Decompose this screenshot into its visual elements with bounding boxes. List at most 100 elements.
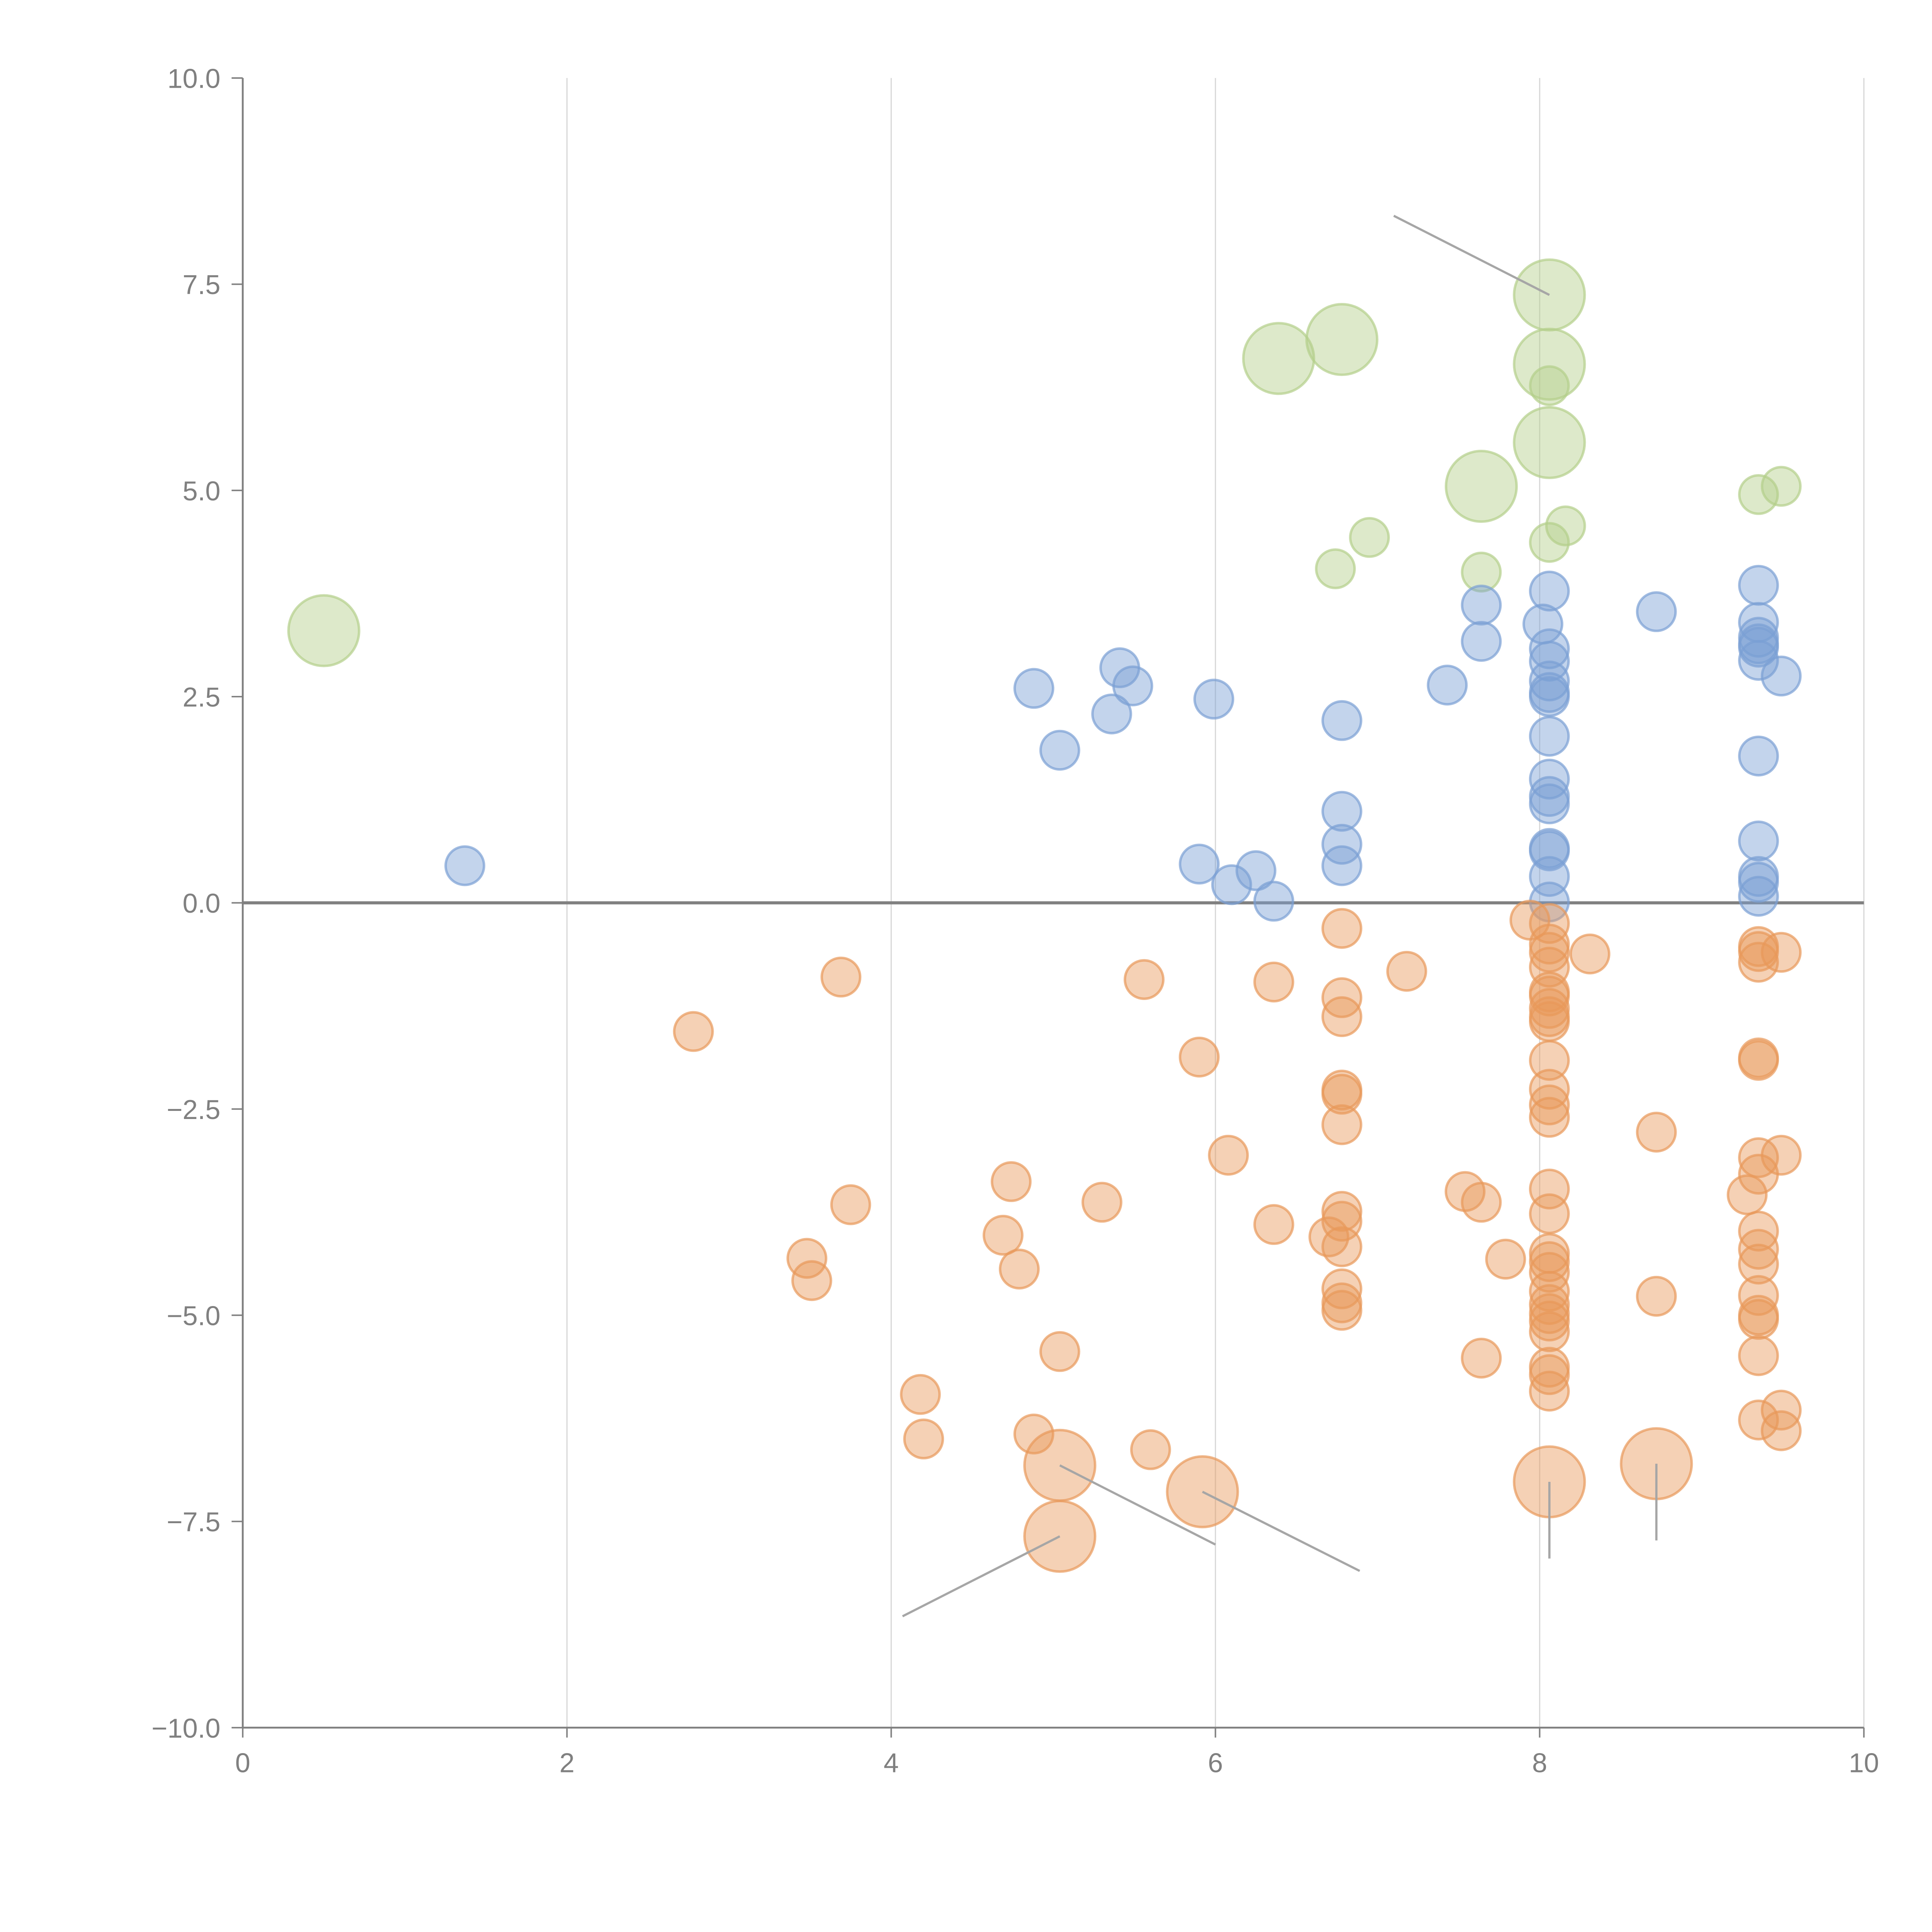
data-point-orange (1760, 1389, 1802, 1431)
data-point-blue (1091, 693, 1132, 735)
data-point-orange (1738, 1243, 1779, 1285)
data-point-orange (1738, 942, 1779, 983)
data-point-orange (1321, 908, 1362, 949)
data-point-blue (1253, 881, 1294, 922)
data-point-orange (1529, 903, 1570, 944)
data-point-green (1513, 406, 1586, 479)
data-point-blue (1529, 676, 1570, 717)
x-axis-ticks: 0 2 4 6 8 10 (235, 1728, 1879, 1778)
data-point-blue (1193, 679, 1235, 720)
data-point-blue (1211, 864, 1252, 905)
data-point-orange (1485, 1238, 1526, 1280)
data-point-orange (1130, 1429, 1171, 1470)
data-point-blue (1427, 665, 1468, 706)
data-point-green (1305, 303, 1379, 376)
data-point-orange (998, 1248, 1040, 1290)
data-point-orange (1321, 1290, 1362, 1331)
x-tick-label: 10 (1849, 1748, 1879, 1778)
data-point-orange (1738, 1400, 1779, 1440)
data-point-orange (1760, 932, 1802, 973)
data-point-orange (1253, 1204, 1294, 1245)
data-point-green (1513, 258, 1586, 332)
data-point-blue (1461, 621, 1502, 662)
y-tick-label: 2.5 (182, 682, 220, 713)
data-point-orange (1529, 947, 1570, 988)
data-point-blue (1321, 700, 1362, 741)
y-tick-label: 5.0 (182, 476, 220, 506)
data-point-blue (1738, 626, 1779, 668)
data-point-orange (1529, 1241, 1570, 1282)
leader-line (1393, 214, 1550, 296)
data-point-blue (1738, 640, 1779, 681)
data-point-orange (1529, 1040, 1570, 1081)
y-axis-ticks: 10.0 7.5 5.0 2.5 0.0 −2.5 −5.0 −7.5 −10.0 (151, 63, 243, 1743)
data-point-orange (900, 1374, 941, 1415)
data-points (287, 258, 1802, 1573)
data-point-orange (1738, 1299, 1779, 1340)
data-point-green (1315, 548, 1356, 589)
data-point-orange (1636, 1276, 1677, 1317)
data-point-orange (1529, 1300, 1570, 1342)
data-point-orange (1529, 1001, 1570, 1042)
data-point-blue (1636, 591, 1677, 632)
data-point-orange (983, 1214, 1024, 1256)
data-point-orange (1726, 1174, 1768, 1216)
x-tick-label: 0 (235, 1748, 250, 1778)
data-point-blue (1235, 850, 1277, 891)
y-tick-label: −2.5 (167, 1094, 220, 1125)
data-point-orange (1760, 1410, 1802, 1451)
data-point-blue (1738, 862, 1779, 903)
data-point-green (1461, 551, 1502, 593)
y-tick-label: 0.0 (182, 888, 220, 918)
data-point-orange (1529, 1271, 1570, 1312)
data-point-orange (820, 956, 862, 998)
y-tick-label: −10.0 (151, 1713, 220, 1743)
data-point-blue (1321, 791, 1362, 832)
data-point-orange (1738, 1229, 1779, 1270)
data-point-orange (1321, 1190, 1362, 1232)
y-tick-label: 7.5 (182, 269, 220, 300)
data-point-green (1445, 450, 1518, 523)
x-tick-label: 8 (1532, 1748, 1547, 1778)
data-point-orange (1738, 1335, 1779, 1376)
data-point-blue (1461, 585, 1502, 626)
data-point-orange (1529, 1193, 1570, 1235)
data-point-green (1529, 365, 1570, 406)
data-point-orange (990, 1161, 1032, 1202)
data-point-green (1738, 474, 1779, 515)
data-point-blue (1529, 716, 1570, 757)
data-point-orange (1321, 1104, 1362, 1145)
data-point-blue (1529, 660, 1570, 702)
data-point-orange (1321, 1073, 1362, 1115)
data-point-blue (1738, 876, 1779, 917)
data-point-blue (1321, 845, 1362, 886)
data-point-orange (1636, 1112, 1677, 1153)
data-point-blue (1529, 570, 1570, 612)
data-point-orange (1321, 1268, 1362, 1310)
data-point-orange (1529, 1311, 1570, 1352)
data-point-orange (1529, 1371, 1570, 1412)
y-tick-label: −5.0 (167, 1300, 220, 1331)
data-point-orange (1321, 996, 1362, 1037)
data-point-blue (1738, 735, 1779, 777)
leader-line (1202, 1491, 1361, 1572)
data-point-orange (1124, 959, 1165, 1000)
data-point-orange (1461, 1337, 1502, 1379)
data-point-orange (1529, 1168, 1570, 1210)
data-point-orange (1569, 933, 1611, 975)
data-point-green (287, 594, 361, 667)
data-point-blue (1112, 665, 1153, 707)
data-point-blue (1738, 820, 1779, 862)
data-point-orange (1529, 1354, 1570, 1395)
data-point-blue (1179, 844, 1220, 885)
data-point-blue (1529, 628, 1570, 669)
x-tick-label: 2 (560, 1748, 575, 1778)
data-point-orange (1039, 1331, 1080, 1372)
data-point-orange (830, 1184, 871, 1225)
y-tick-label: 10.0 (167, 63, 220, 94)
data-point-orange (1529, 1097, 1570, 1138)
data-point-blue (1760, 655, 1802, 697)
data-point-orange (1529, 1084, 1570, 1126)
data-point-orange (1760, 1134, 1802, 1176)
